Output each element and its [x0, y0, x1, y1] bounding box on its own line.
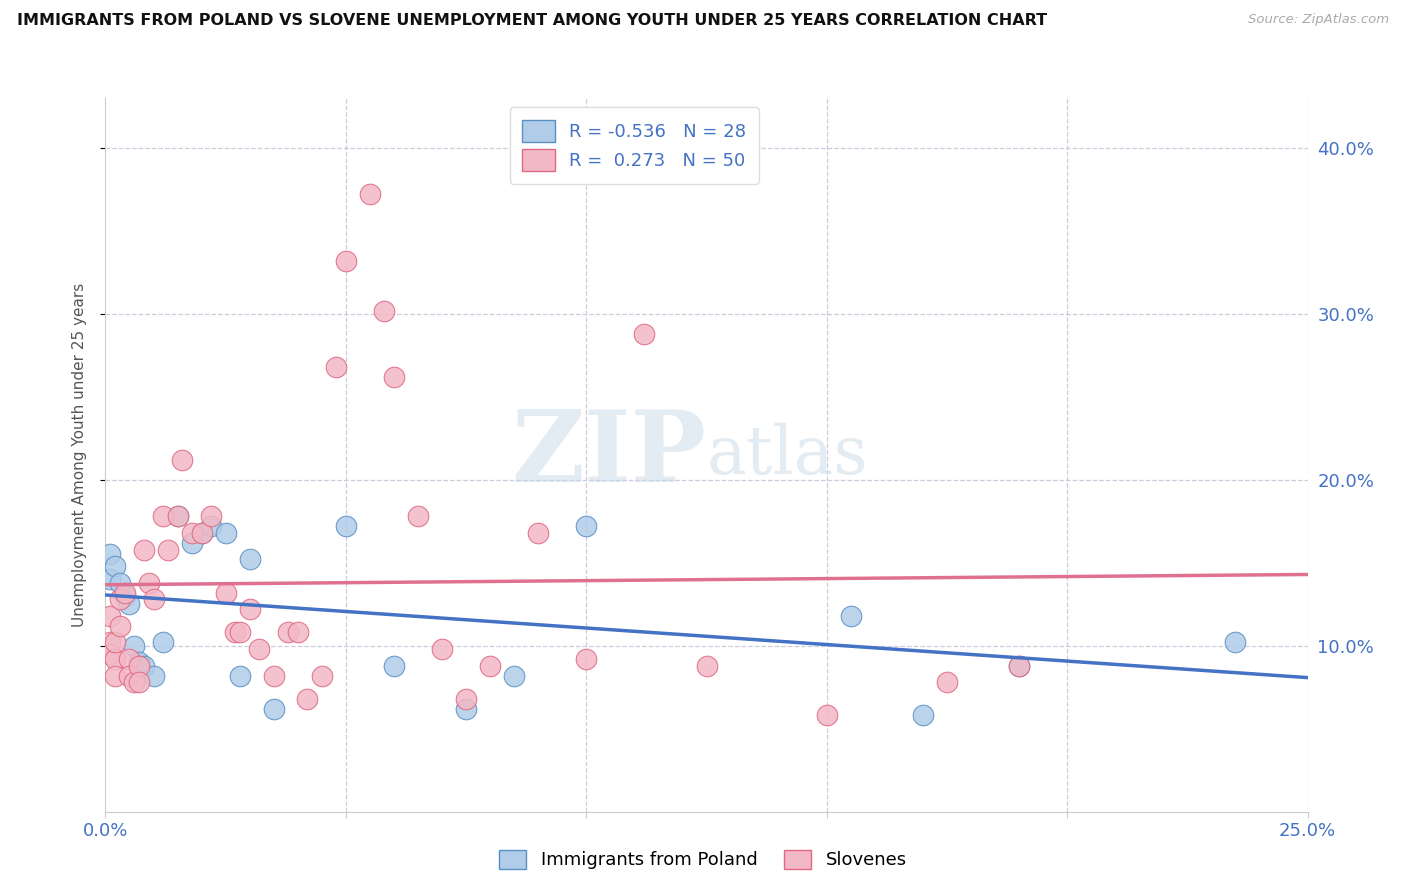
Point: [1225, 635, 1247, 649]
Point: [575, 519, 598, 533]
Point: [132, 542, 155, 557]
Point: [406, 509, 429, 524]
Text: IMMIGRANTS FROM POLAND VS SLOVENE UNEMPLOYMENT AMONG YOUTH UNDER 25 YEARS CORREL: IMMIGRANTS FROM POLAND VS SLOVENE UNEMPL…: [17, 13, 1047, 29]
Text: atlas: atlas: [707, 422, 868, 488]
Point: [108, 619, 131, 633]
Point: [98, 647, 121, 661]
Point: [335, 519, 357, 533]
Point: [190, 525, 212, 540]
Point: [200, 509, 222, 524]
Point: [382, 370, 405, 384]
Text: ZIP: ZIP: [512, 407, 707, 503]
Point: [325, 359, 347, 374]
Point: [454, 691, 477, 706]
Point: [247, 642, 270, 657]
Point: [263, 668, 285, 682]
Point: [200, 519, 222, 533]
Point: [633, 326, 655, 341]
Point: [311, 668, 333, 682]
Point: [479, 658, 502, 673]
Point: [104, 668, 127, 682]
Point: [503, 668, 526, 682]
Point: [190, 525, 212, 540]
Point: [1008, 658, 1031, 673]
Point: [1008, 658, 1031, 673]
Point: [911, 708, 934, 723]
Point: [166, 509, 188, 524]
Point: [98, 573, 121, 587]
Point: [287, 625, 309, 640]
Point: [104, 559, 127, 574]
Point: [124, 675, 146, 690]
Point: [430, 642, 453, 657]
Point: [229, 668, 252, 682]
Point: [156, 542, 179, 557]
Point: [815, 708, 838, 723]
Point: [214, 585, 236, 599]
Point: [297, 691, 319, 706]
Point: [114, 585, 136, 599]
Point: [104, 652, 127, 666]
Point: [114, 589, 136, 603]
Point: [98, 548, 121, 562]
Point: [98, 635, 121, 649]
Point: [382, 658, 405, 673]
Legend: Immigrants from Poland, Slovenes: Immigrants from Poland, Slovenes: [489, 841, 917, 879]
Text: Source: ZipAtlas.com: Source: ZipAtlas.com: [1249, 13, 1389, 27]
Point: [166, 509, 188, 524]
Point: [335, 253, 357, 268]
Point: [152, 509, 174, 524]
Point: [128, 675, 150, 690]
Point: [138, 575, 160, 590]
Point: [124, 639, 146, 653]
Point: [172, 453, 194, 467]
Point: [128, 656, 150, 670]
Point: [839, 608, 862, 623]
Point: [128, 658, 150, 673]
Point: [696, 658, 718, 673]
Point: [239, 552, 262, 566]
Point: [277, 625, 299, 640]
Point: [936, 675, 959, 690]
Point: [224, 625, 246, 640]
Legend: R = -0.536   N = 28, R =  0.273   N = 50: R = -0.536 N = 28, R = 0.273 N = 50: [510, 107, 759, 184]
Point: [214, 525, 236, 540]
Point: [181, 525, 204, 540]
Point: [359, 187, 381, 202]
Point: [229, 625, 252, 640]
Point: [108, 592, 131, 607]
Point: [108, 575, 131, 590]
Point: [181, 536, 204, 550]
Y-axis label: Unemployment Among Youth under 25 years: Unemployment Among Youth under 25 years: [72, 283, 87, 627]
Point: [239, 602, 262, 616]
Point: [132, 658, 155, 673]
Point: [118, 597, 141, 611]
Point: [118, 668, 141, 682]
Point: [152, 635, 174, 649]
Point: [263, 702, 285, 716]
Point: [118, 652, 141, 666]
Point: [104, 635, 127, 649]
Point: [373, 303, 395, 318]
Point: [142, 592, 165, 607]
Point: [527, 525, 550, 540]
Point: [575, 652, 598, 666]
Point: [454, 702, 477, 716]
Point: [98, 608, 121, 623]
Point: [142, 668, 165, 682]
